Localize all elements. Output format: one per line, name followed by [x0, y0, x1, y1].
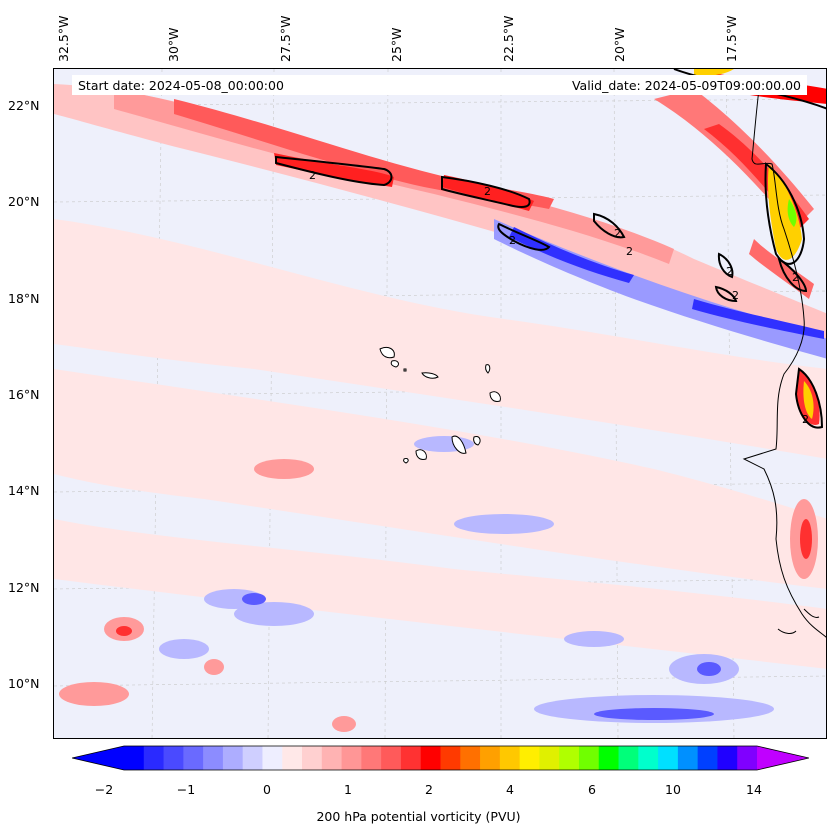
- colorbar-tick-label: 14: [746, 782, 762, 797]
- longitude-label: 32.5°W: [56, 15, 71, 62]
- date-info-bar: Start date: 2024-05-08_00:00:00 Valid_da…: [72, 75, 807, 95]
- colorbar-tick-label: 2: [425, 782, 433, 797]
- longitude-label: 17.5°W: [724, 15, 739, 62]
- colorbar-segment: [539, 746, 560, 770]
- pv-red-cores: [116, 519, 812, 636]
- colorbar-segment: [440, 746, 461, 770]
- colorbar-segment: [420, 746, 441, 770]
- colorbar-segment: [658, 746, 679, 770]
- colorbar-segment: [262, 746, 283, 770]
- contour-label: 2: [484, 185, 491, 198]
- colorbar-segment: [460, 746, 481, 770]
- longitude-label: 25°W: [389, 27, 404, 62]
- latitude-label: 10°N: [8, 676, 40, 691]
- colorbar-segment: [618, 746, 639, 770]
- longitude-label: 20°W: [612, 27, 627, 62]
- colorbar-segment: [124, 746, 145, 770]
- contour-label: 2: [309, 169, 316, 182]
- colorbar-segment: [697, 746, 718, 770]
- colorbar-tick-label: 6: [588, 782, 596, 797]
- colorbar-segment: [381, 746, 402, 770]
- latitude-label: 20°N: [8, 194, 40, 209]
- colorbar-segment: [321, 746, 343, 770]
- colorbar-segment: [183, 746, 204, 770]
- colorbar-segment: [203, 746, 224, 770]
- pv-red-patches: [59, 459, 818, 732]
- colorbar-segment: [222, 746, 244, 770]
- latitude-label: 14°N: [8, 483, 40, 498]
- coastline: [742, 88, 826, 638]
- contour-labels: 2 2 2 2 2 2 2 2 2: [309, 169, 809, 426]
- map-panel: 2 2 2 2 2 2 2 2 2: [53, 68, 827, 739]
- valid-date-text: Valid_date: 2024-05-09T09:00:00.00: [571, 78, 801, 93]
- colorbar-under-arrow: [72, 746, 124, 770]
- colorbar-segment: [638, 746, 659, 770]
- contour-label: 2: [509, 234, 516, 247]
- colorbar-tick-label: 4: [506, 782, 514, 797]
- potential-vorticity-map: 2 2 2 2 2 2 2 2 2: [54, 69, 826, 738]
- colorbar-segment: [519, 746, 540, 770]
- colorbar-tick-label: 10: [665, 782, 681, 797]
- colorbar-over-arrow: [757, 746, 809, 770]
- colorbar-tick-label: −2: [94, 782, 114, 797]
- colorbar-segment: [598, 746, 620, 770]
- colorbar-segment: [559, 746, 580, 770]
- colorbar-segment: [400, 746, 422, 770]
- contour-label: 2: [792, 271, 799, 284]
- latitude-label: 16°N: [8, 387, 40, 402]
- contour-label: 2: [626, 245, 633, 258]
- colorbar-tick-label: 1: [344, 782, 352, 797]
- longitude-label: 22.5°W: [501, 15, 516, 62]
- colorbar-segment: [677, 746, 699, 770]
- colorbar-segment: [480, 746, 501, 770]
- latitude-label: 12°N: [8, 580, 40, 595]
- colorbar-segment: [302, 746, 323, 770]
- pv-blue-cores: [242, 593, 721, 720]
- colorbar-label: 200 hPa potential vorticity (PVU): [316, 809, 521, 824]
- start-date-text: Start date: 2024-05-08_00:00:00: [78, 78, 284, 93]
- colorbar-segment: [737, 746, 758, 770]
- contour-label: 2: [732, 289, 739, 302]
- pv-negative-streak: [494, 219, 826, 359]
- colorbar-segment: [341, 746, 362, 770]
- contour-label: 2: [726, 265, 733, 278]
- latitude-label: 22°N: [8, 98, 40, 113]
- colorbar-segment: [578, 746, 600, 770]
- contour-label: 2: [802, 413, 809, 426]
- colorbar-tick-label: 0: [263, 782, 271, 797]
- pv-field-light: [54, 219, 826, 669]
- colorbar-segment: [282, 746, 303, 770]
- contour-label: 2: [614, 227, 621, 240]
- colorbar-tick-label: −1: [176, 782, 196, 797]
- cape-verde-islands: [379, 346, 501, 464]
- colorbar-segment: [499, 746, 521, 770]
- colorbar: [72, 745, 809, 771]
- colorbar-segment: [163, 746, 184, 770]
- colorbar-segment: [242, 746, 263, 770]
- colorbar-segment: [361, 746, 382, 770]
- longitude-label: 27.5°W: [278, 15, 293, 62]
- latitude-label: 18°N: [8, 291, 40, 306]
- longitude-label: 30°W: [166, 27, 181, 62]
- colorbar-segment: [143, 746, 165, 770]
- colorbar-segment: [717, 746, 738, 770]
